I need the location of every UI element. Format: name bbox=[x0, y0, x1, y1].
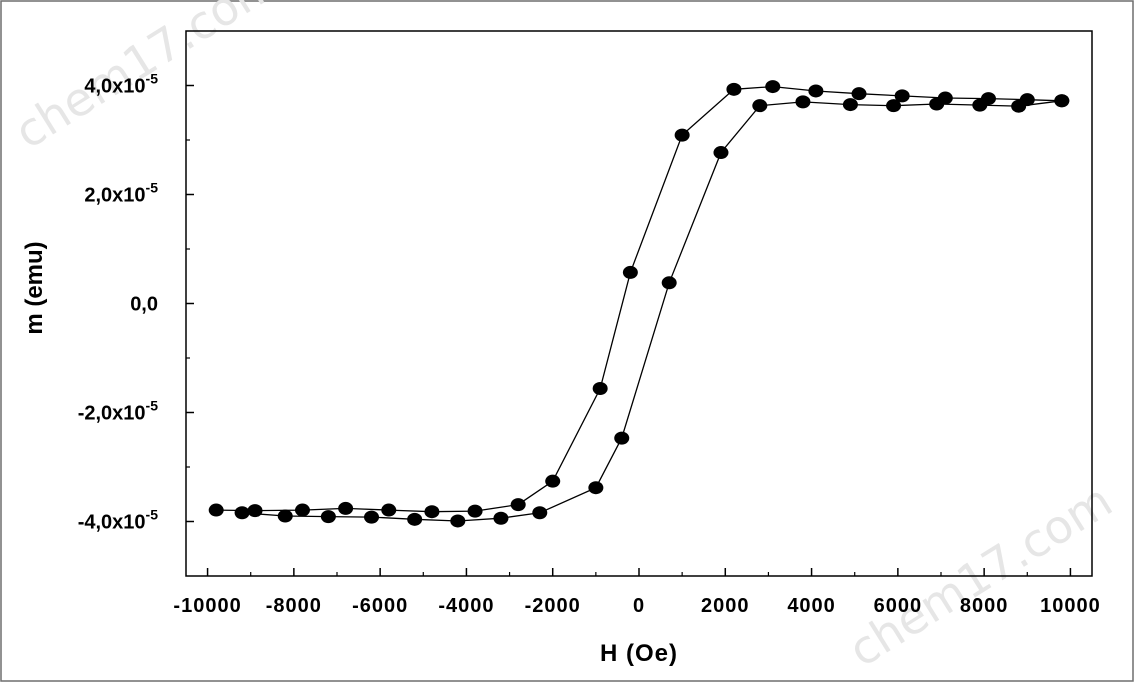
data-point bbox=[1019, 93, 1035, 107]
y-tick-exponent: -5 bbox=[146, 507, 159, 523]
data-point bbox=[364, 510, 380, 524]
x-tick-label: 2000 bbox=[701, 595, 750, 617]
x-tick-label: 10000 bbox=[1040, 595, 1101, 617]
data-point bbox=[980, 92, 996, 106]
data-point bbox=[320, 510, 336, 524]
data-point bbox=[808, 84, 824, 98]
data-point bbox=[381, 503, 397, 517]
y-tick-exponent: -5 bbox=[146, 71, 159, 87]
data-point bbox=[277, 509, 293, 523]
data-point bbox=[493, 511, 509, 525]
data-point bbox=[532, 506, 548, 520]
y-axis-title: m (emu) bbox=[21, 241, 48, 334]
y-tick-label: 4,0x10-5 bbox=[84, 71, 158, 98]
y-tick-mantissa: -2,0x10 bbox=[78, 403, 146, 425]
x-tick-label: -6000 bbox=[352, 595, 408, 617]
data-point bbox=[674, 128, 690, 142]
data-point bbox=[713, 146, 729, 160]
x-axis: -10000 -8000 -6000 -4000 -2000 0 2000 4000 6000 8… bbox=[173, 568, 1100, 617]
plot-area bbox=[185, 30, 1093, 577]
x-tick-label: 8000 bbox=[960, 595, 1009, 617]
y-tick-mantissa: 4,0x10 bbox=[84, 76, 145, 98]
data-point bbox=[234, 506, 250, 520]
data-point bbox=[545, 474, 561, 488]
data-point bbox=[1054, 94, 1070, 108]
data-point bbox=[622, 265, 638, 279]
data-point bbox=[407, 512, 423, 526]
y-tick-mantissa: 0,0 bbox=[130, 294, 158, 316]
y-tick-mantissa: 2,0x10 bbox=[84, 185, 145, 207]
data-point bbox=[661, 276, 677, 290]
data-point bbox=[851, 87, 867, 101]
data-point bbox=[937, 91, 953, 105]
y-tick-label: 2,0x10-5 bbox=[84, 180, 158, 207]
data-point bbox=[614, 431, 630, 445]
data-point bbox=[752, 99, 768, 113]
data-point bbox=[294, 503, 310, 517]
x-tick-label: -10000 bbox=[173, 595, 241, 617]
y-tick-label: -4,0x10-5 bbox=[78, 507, 159, 534]
data-point bbox=[450, 514, 466, 528]
x-axis-title: H (Oe) bbox=[600, 640, 678, 667]
data-point bbox=[208, 503, 224, 517]
data-point bbox=[424, 505, 440, 519]
data-point bbox=[467, 504, 483, 518]
y-tick-label: 0,0 bbox=[130, 294, 158, 316]
data-point bbox=[247, 504, 263, 518]
y-axis: -4,0x10-5-2,0x10-50,02,0x10-54,0x10-5 bbox=[78, 71, 194, 534]
x-tick-label: 6000 bbox=[874, 595, 923, 617]
data-point bbox=[510, 498, 526, 512]
x-tick-label: -2000 bbox=[525, 595, 581, 617]
x-tick-label: 4000 bbox=[787, 595, 836, 617]
y-tick-exponent: -5 bbox=[146, 398, 159, 414]
x-tick-label: 0 bbox=[633, 595, 645, 617]
data-point bbox=[894, 89, 910, 103]
data-point bbox=[795, 95, 811, 109]
x-tick-label: -8000 bbox=[266, 595, 322, 617]
series-layer bbox=[208, 80, 1070, 528]
y-tick-label: -2,0x10-5 bbox=[78, 398, 159, 425]
y-tick-exponent: -5 bbox=[146, 180, 159, 196]
data-point bbox=[726, 82, 742, 96]
data-point bbox=[765, 80, 781, 94]
x-tick-label: -4000 bbox=[438, 595, 494, 617]
data-point bbox=[338, 501, 354, 515]
data-point bbox=[886, 99, 902, 113]
data-point bbox=[592, 382, 608, 396]
data-point bbox=[842, 98, 858, 112]
data-point bbox=[588, 481, 604, 495]
y-tick-mantissa: -4,0x10 bbox=[78, 512, 146, 534]
